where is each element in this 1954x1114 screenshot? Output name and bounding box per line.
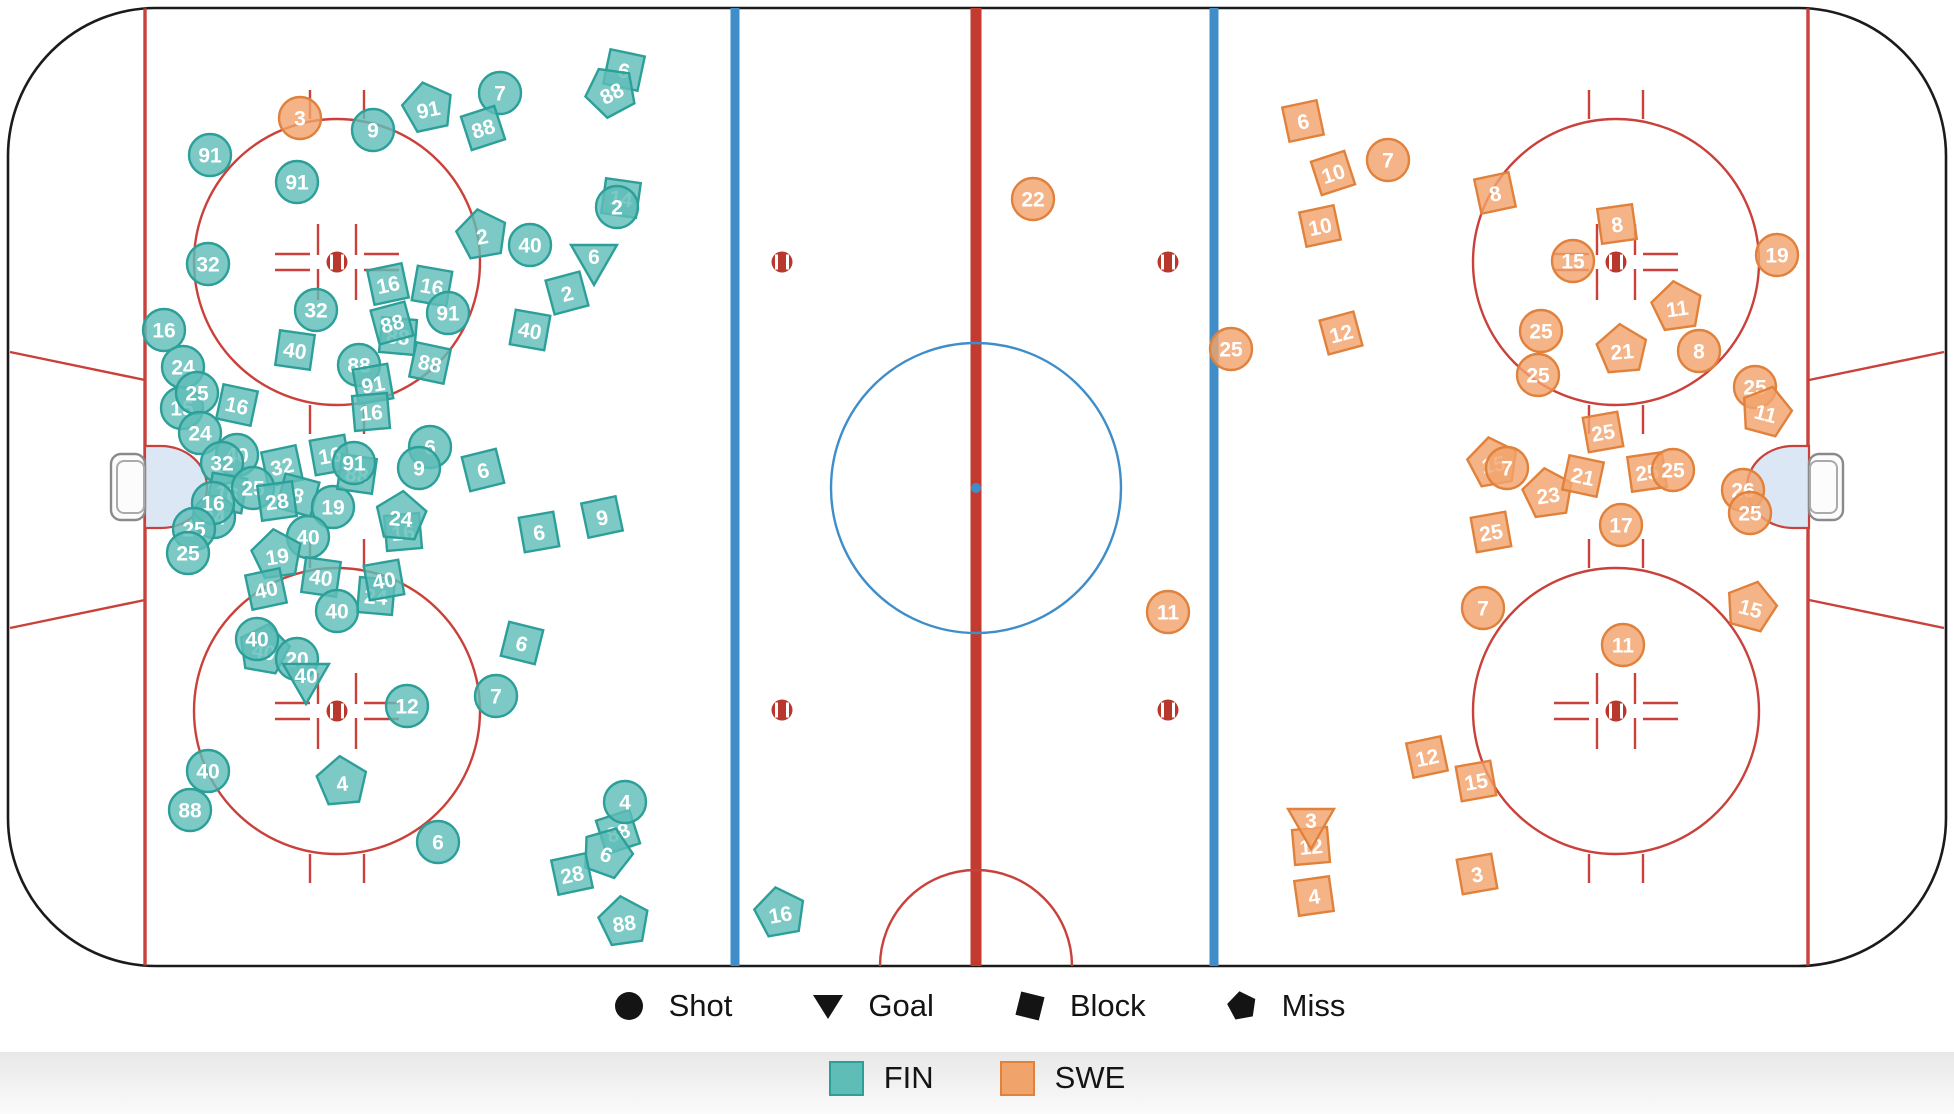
legend-item-goal[interactable]: Goal [808,986,934,1026]
legend-fin-label: FIN [883,1060,934,1095]
legend-item-fin[interactable]: FIN [828,1060,934,1096]
legend-goal-label: Goal [868,988,934,1023]
legend-swe-label: SWE [1054,1060,1126,1095]
marker-fin-shot-25[interactable]: 25 [165,530,211,576]
marker-fin-shot-40[interactable]: 40 [234,616,280,662]
legend-item-swe[interactable]: SWE [999,1060,1126,1096]
marker-swe-block-6[interactable]: 6 [1280,98,1326,144]
marker-fin-block-2[interactable]: 2 [544,270,590,316]
marker-swe-block-8[interactable]: 8 [1595,202,1639,246]
marker-fin-shot-91[interactable]: 91 [331,440,377,486]
marker-fin-shot-40[interactable]: 40 [507,222,553,268]
marker-fin-block-28[interactable]: 28 [255,479,299,523]
marker-swe-block-15[interactable]: 15 [1454,759,1498,803]
marker-fin-shot-32[interactable]: 32 [293,287,339,333]
marker-fin-block-16[interactable]: 16 [365,261,411,307]
marker-fin-shot-25[interactable]: 25 [174,370,220,416]
marker-fin-shot-40[interactable]: 40 [314,588,360,634]
marker-swe-block-12[interactable]: 12 [1318,310,1364,356]
shot-icon [614,992,643,1020]
marker-fin-block-9[interactable]: 9 [579,494,625,540]
marker-fin-shot-40[interactable]: 40 [185,748,231,794]
marker-swe-block-12[interactable]: 12 [1404,734,1450,780]
marker-fin-block-40[interactable]: 40 [508,308,552,352]
marker-fin-block-88[interactable]: 88 [407,340,453,386]
marker-swe-shot-25[interactable]: 25 [1208,326,1254,372]
legend-miss-label: Miss [1281,988,1346,1023]
marker-swe-shot-11[interactable]: 11 [1600,622,1646,668]
swe-color-swatch [999,1060,1035,1096]
marker-fin-shot-91[interactable]: 91 [274,159,320,205]
center-circle [829,341,1123,635]
marker-swe-shot-15[interactable]: 15 [1550,238,1596,284]
marker-swe-shot-17[interactable]: 17 [1598,502,1644,548]
marker-fin-shot-12[interactable]: 12 [384,683,430,729]
legend-shapes: Shot Goal Block Miss [0,986,1954,1026]
marker-fin-shot-88[interactable]: 88 [167,787,213,833]
legend-teams: FIN SWE [0,1060,1954,1096]
block-icon [1015,991,1045,1021]
marker-swe-shot-7[interactable]: 7 [1365,137,1411,183]
marker-swe-block-3[interactable]: 3 [1455,852,1499,896]
rink-diagram: 7889199191688142624024032321616888891888… [6,6,1948,968]
marker-fin-block-28[interactable]: 28 [549,851,595,897]
goal-icon [813,995,844,1019]
legend-item-miss[interactable]: Miss [1222,986,1346,1026]
fin-color-swatch [828,1060,864,1096]
marker-swe-shot-11[interactable]: 11 [1145,589,1191,635]
miss-icon [1226,991,1255,1020]
marker-swe-shot-8[interactable]: 8 [1676,328,1722,374]
legend-item-block[interactable]: Block [1010,986,1146,1026]
marker-fin-shot-32[interactable]: 32 [185,241,231,287]
referee-crease [878,868,1074,967]
marker-fin-block-16[interactable]: 16 [214,382,260,428]
marker-fin-shot-91[interactable]: 91 [425,290,471,336]
marker-swe-block-25[interactable]: 25 [1469,510,1513,554]
marker-fin-shot-7[interactable]: 7 [473,673,519,719]
marker-fin-shot-16[interactable]: 16 [141,307,187,353]
legend-block-label: Block [1069,988,1146,1023]
marker-fin-block-88[interactable]: 88 [369,300,415,346]
marker-swe-shot-25[interactable]: 25 [1518,308,1564,354]
center-dot [971,483,981,493]
marker-swe-shot-25[interactable]: 25 [1727,490,1773,536]
marker-fin-block-40[interactable]: 40 [243,566,289,612]
marker-swe-shot-25[interactable]: 25 [1515,352,1561,398]
marker-swe-block-10[interactable]: 10 [1297,203,1343,249]
marker-fin-block-6[interactable]: 6 [460,447,506,493]
marker-fin-shot-91[interactable]: 91 [187,132,233,178]
marker-swe-block-21[interactable]: 21 [1560,453,1606,499]
marker-swe-block-8[interactable]: 8 [1472,170,1518,216]
marker-swe-shot-7[interactable]: 7 [1484,445,1530,491]
marker-swe-shot-19[interactable]: 19 [1754,232,1800,278]
marker-fin-block-6[interactable]: 6 [499,620,545,666]
marker-fin-shot-4[interactable]: 4 [602,779,648,825]
marker-fin-block-40[interactable]: 40 [273,328,317,372]
marker-fin-block-6[interactable]: 6 [517,510,561,554]
legend-shot-label: Shot [668,988,733,1023]
marker-fin-shot-6[interactable]: 6 [415,819,461,865]
marker-fin-block-16[interactable]: 16 [350,391,392,433]
marker-swe-shot-25[interactable]: 25 [1650,447,1696,493]
marker-fin-block-40[interactable]: 40 [362,558,406,602]
footer-band [0,1052,1954,1114]
marker-swe-shot-7[interactable]: 7 [1460,585,1506,631]
marker-swe-block-4[interactable]: 4 [1292,874,1336,918]
marker-swe-block-25[interactable]: 25 [1581,410,1625,454]
marker-fin-shot-2[interactable]: 2 [594,184,640,230]
marker-swe-shot-3[interactable]: 3 [277,95,323,141]
marker-swe-shot-22[interactable]: 22 [1010,176,1056,222]
marker-fin-shot-9[interactable]: 9 [350,107,396,153]
legend-item-shot[interactable]: Shot [609,986,733,1026]
marker-fin-shot-9[interactable]: 9 [396,445,442,491]
